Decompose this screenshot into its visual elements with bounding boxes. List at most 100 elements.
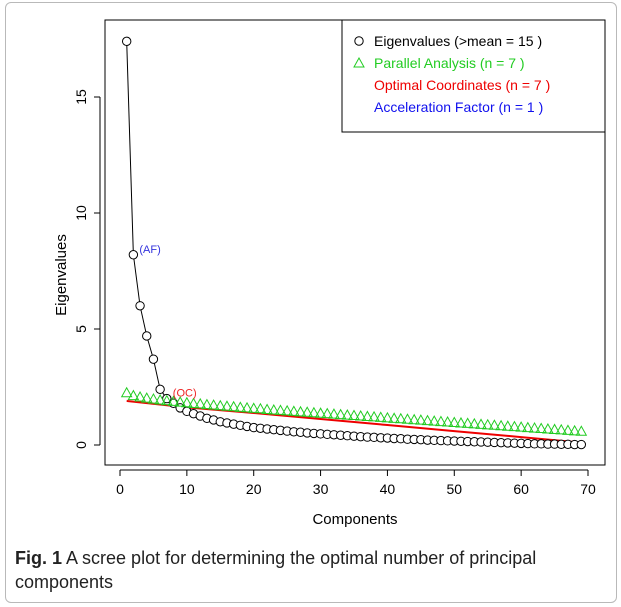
parallel-analysis-point <box>140 392 153 403</box>
legend-entry-label: Acceleration Factor (n = 1 ) <box>374 99 543 115</box>
x-tick-label: 30 <box>313 481 329 497</box>
parallel-analysis-point <box>555 423 568 435</box>
parallel-analysis-point <box>247 402 260 413</box>
parallel-analysis-point <box>287 405 300 416</box>
parallel-analysis-point <box>415 414 427 425</box>
parallel-analysis-point <box>308 406 320 418</box>
x-tick-label: 60 <box>513 481 529 497</box>
parallel-analysis-point <box>241 401 253 413</box>
parallel-analysis-point <box>548 423 561 434</box>
legend-triangle-icon <box>353 56 365 68</box>
legend-circle-icon <box>354 36 364 46</box>
parallel-analysis-point <box>314 407 327 418</box>
parallel-analysis-point <box>468 417 481 429</box>
annotation-label: (OC) <box>173 388 197 400</box>
parallel-analysis-point <box>274 404 287 415</box>
parallel-analysis-point <box>194 397 207 409</box>
parallel-analysis-point <box>120 386 133 398</box>
parallel-analysis-point <box>435 415 447 427</box>
parallel-analysis-point <box>394 412 407 424</box>
parallel-analysis-point <box>167 395 180 406</box>
parallel-analysis-point <box>475 418 487 429</box>
parallel-analysis-point <box>181 396 193 408</box>
x-tick-label: 10 <box>179 481 195 497</box>
eigenvalue-point <box>135 301 145 311</box>
parallel-analysis-point <box>187 397 200 408</box>
parallel-analysis-point <box>281 404 293 416</box>
parallel-analysis-point <box>421 414 434 426</box>
x-tick-label: 50 <box>446 481 462 497</box>
figure-caption: Fig. 1 A scree plot for determining the … <box>15 546 605 594</box>
scree-plot: 0 10 20 30 40 50 60 70 0 5 10 15 (AF) (OC) Eigenvalu… <box>53 19 606 528</box>
y-tick-label: 10 <box>73 205 89 221</box>
parallel-analysis-point <box>481 418 494 430</box>
x-tick-label: 40 <box>380 481 396 497</box>
y-tick-label: 15 <box>73 89 89 105</box>
eigenvalue-point <box>155 384 165 395</box>
parallel-analysis-point <box>508 420 521 432</box>
legend-entry-label: Eigenvalues (>mean = 15 ) <box>374 33 542 49</box>
parallel-analysis-point <box>154 393 166 405</box>
y-axis-title: Eigenvalues <box>53 234 70 316</box>
eigenvalue-connector-line <box>126 41 174 404</box>
parallel-analysis-point <box>401 413 414 424</box>
parallel-analysis-point <box>174 396 187 407</box>
x-tick-label: 0 <box>116 481 124 497</box>
parallel-analysis-point <box>127 389 140 401</box>
parallel-analysis-point <box>234 401 247 412</box>
parallel-analysis-point <box>528 422 541 433</box>
caption-text: A scree plot for determining the optimal… <box>15 548 537 592</box>
parallel-analysis-point <box>542 422 554 434</box>
parallel-analysis-point <box>374 411 387 422</box>
parallel-analysis-point <box>535 422 548 434</box>
parallel-analysis-point <box>354 409 367 421</box>
parallel-analysis-point <box>348 409 360 421</box>
parallel-analysis-point <box>562 424 574 435</box>
caption-label: Fig. 1 <box>15 548 63 568</box>
eigenvalue-point <box>148 354 159 364</box>
parallel-analysis-point <box>488 419 501 430</box>
parallel-analysis-point <box>448 416 461 427</box>
parallel-analysis-point <box>495 419 507 431</box>
parallel-analysis-point <box>334 408 347 420</box>
parallel-analysis-point <box>388 412 400 423</box>
parallel-analysis-point <box>254 402 267 414</box>
parallel-analysis-point <box>428 415 441 426</box>
chart-marks <box>120 36 588 450</box>
parallel-analysis-point <box>368 410 380 422</box>
parallel-analysis-point <box>301 406 314 417</box>
parallel-analysis-point <box>381 411 394 423</box>
parallel-analysis-point <box>361 410 374 421</box>
parallel-analysis-point <box>515 421 527 432</box>
parallel-analysis-point <box>441 416 454 427</box>
parallel-analysis-point <box>575 425 588 436</box>
legend: Eigenvalues (>mean = 15 ) Parallel Analys… <box>341 19 606 133</box>
parallel-analysis-point <box>341 409 354 420</box>
parallel-analysis-point <box>461 417 474 428</box>
parallel-analysis-point <box>160 394 173 406</box>
parallel-analysis-point <box>134 390 146 402</box>
parallel-analysis-point <box>328 408 340 419</box>
parallel-analysis-point <box>455 416 467 428</box>
parallel-analysis-point <box>501 420 514 431</box>
parallel-analysis-point <box>214 399 227 411</box>
y-tick-label: 5 <box>73 325 89 333</box>
parallel-analysis-point <box>267 403 280 415</box>
eigenvalue-point <box>142 331 152 341</box>
annotations: (AF) (OC) <box>139 244 196 400</box>
parallel-analysis-point <box>261 403 273 415</box>
legend-box <box>341 19 606 133</box>
axes: 0 10 20 30 40 50 60 70 0 5 10 15 <box>73 89 596 497</box>
legend-entry-label: Parallel Analysis (n = 7 ) <box>374 55 525 71</box>
eigenvalue-point <box>128 250 139 260</box>
legend-entry-label: Optimal Coordinates (n = 7 ) <box>374 77 550 93</box>
eigenvalue-point <box>576 439 587 450</box>
parallel-analysis-point <box>147 393 160 404</box>
parallel-analysis-point <box>568 424 581 436</box>
parallel-analysis-point <box>521 421 534 433</box>
parallel-analysis-point <box>207 399 220 410</box>
x-tick-label: 20 <box>246 481 262 497</box>
parallel-analysis-point <box>201 398 213 410</box>
parallel-analysis-point <box>408 413 421 425</box>
parallel-analysis-point <box>321 407 334 419</box>
